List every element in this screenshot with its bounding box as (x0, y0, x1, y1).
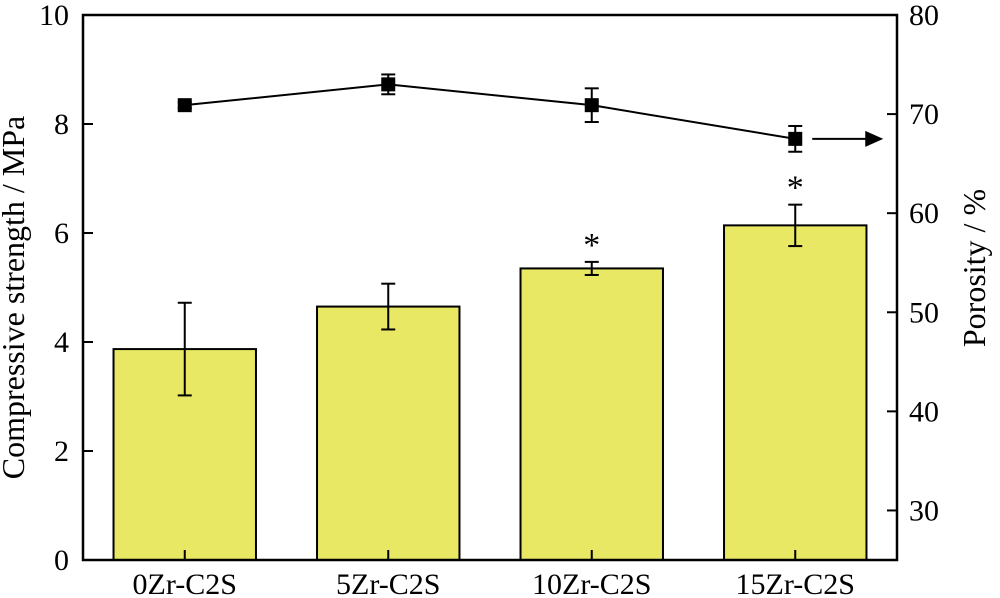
x-tick-label: 5Zr-C2S (336, 568, 440, 598)
arrow-head (865, 130, 884, 147)
right-tick-label: 60 (909, 197, 939, 230)
left-tick-label: 0 (54, 544, 69, 577)
porosity-series (177, 73, 884, 153)
plot-frame (81, 13, 899, 562)
significance-star: * (787, 170, 804, 207)
porosity-marker (381, 77, 396, 92)
bar-15Zr-C2S (723, 224, 868, 561)
left-axis-title: Compressive strength / MPa (0, 116, 31, 480)
bar-10Zr-C2S (519, 267, 664, 561)
porosity-line (184, 83, 796, 140)
x-tick-label: 15Zr-C2S (736, 568, 855, 598)
left-tick-label: 6 (54, 217, 69, 250)
porosity-marker (584, 98, 599, 113)
porosity-marker (788, 131, 803, 146)
right-axis-title: Porosity / % (956, 189, 992, 347)
right-tick-label: 70 (909, 98, 939, 131)
annotations: ** (583, 170, 804, 264)
significance-star: * (583, 227, 600, 264)
bar-5Zr-C2S (316, 305, 461, 562)
x-tick-label: 0Zr-C2S (133, 568, 237, 598)
left-tick-label: 4 (54, 326, 69, 359)
right-tick-label: 80 (909, 0, 939, 32)
right-tick-label: 40 (909, 395, 939, 428)
porosity-marker (177, 98, 192, 113)
left-tick-label: 2 (54, 435, 69, 468)
right-tick-label: 50 (909, 296, 939, 329)
axes: 0 2 4 6 8 10 30 40 50 60 70 80 0Zr-C2S 5Zr-C2S 10Zr-C2… (39, 0, 939, 598)
left-tick-label: 10 (39, 0, 69, 32)
right-tick-label: 30 (909, 494, 939, 527)
left-tick-label: 8 (54, 108, 69, 141)
bar-group (112, 203, 868, 562)
x-tick-label: 10Zr-C2S (532, 568, 651, 598)
